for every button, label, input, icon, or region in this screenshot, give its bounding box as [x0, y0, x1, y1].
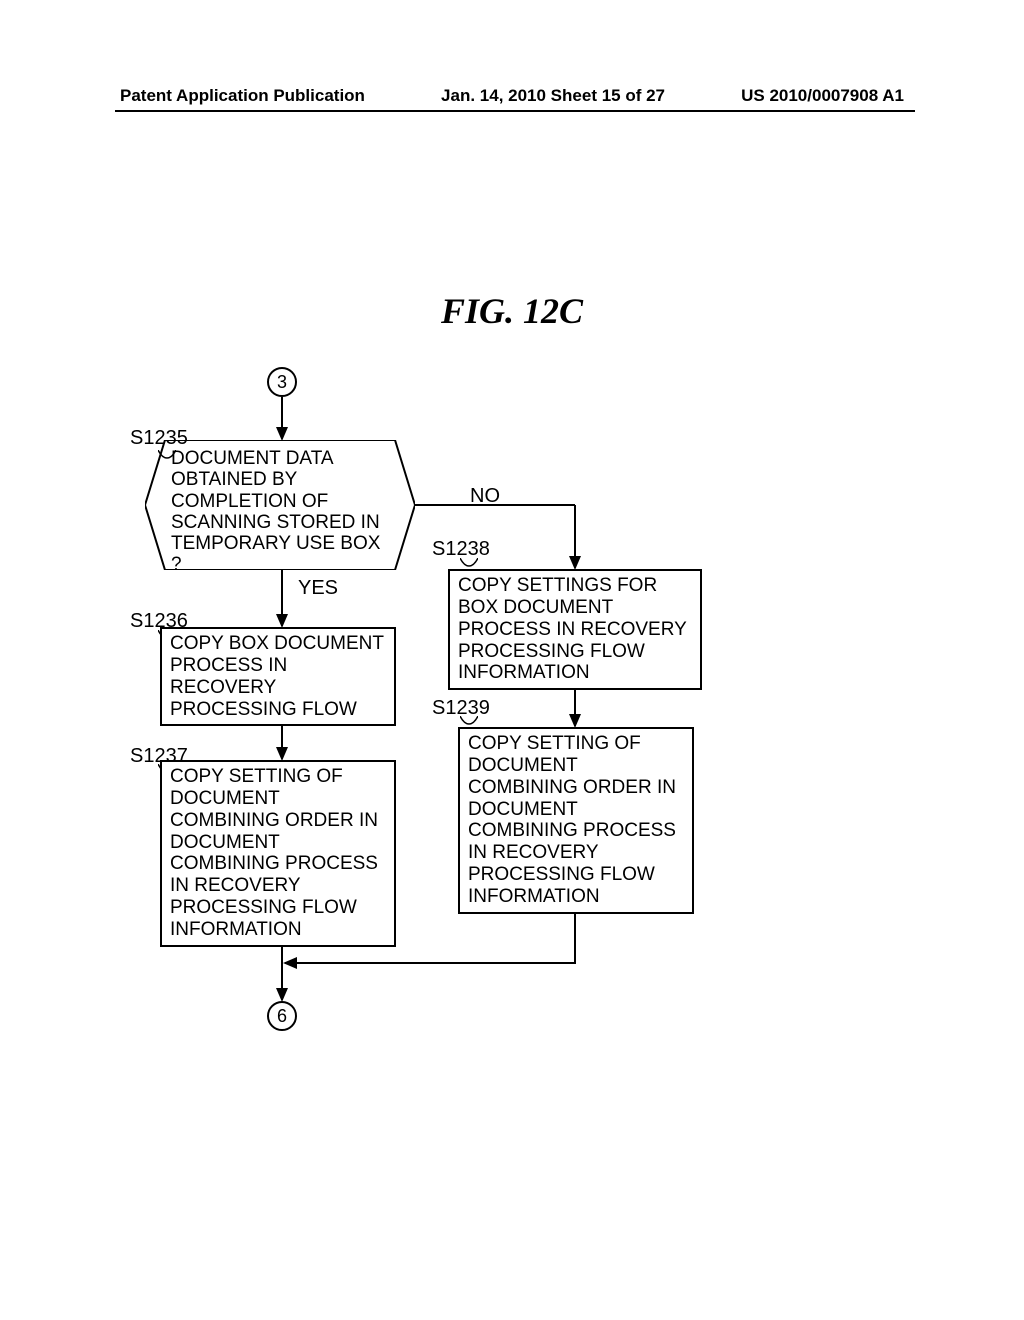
header-left: Patent Application Publication [120, 86, 365, 106]
header-rule [115, 110, 915, 112]
header-right: US 2010/0007908 A1 [741, 86, 904, 106]
box-S1239-text: COPY SETTING OF DOCUMENT COMBINING ORDER… [468, 733, 676, 907]
page-header: Patent Application Publication Jan. 14, … [0, 86, 1024, 106]
tick-S1235 [158, 447, 176, 457]
connector-exit: 6 [267, 1001, 297, 1031]
box-S1237: COPY SETTING OF DOCUMENT COMBINING ORDER… [160, 760, 396, 947]
connector-entry-label: 3 [277, 372, 287, 393]
connector-entry: 3 [267, 367, 297, 397]
figure-title: FIG. 12C [0, 290, 1024, 332]
box-S1238: COPY SETTINGS FOR BOX DOCUMENT PROCESS I… [448, 569, 702, 690]
flowchart: 3 DOCUMENT DATA OBTAINED BY COMPLETION O… [130, 365, 750, 1065]
box-S1236: COPY BOX DOCUMENT PROCESS IN RECOVERY PR… [160, 627, 396, 726]
branch-yes: YES [298, 577, 338, 600]
box-S1238-text: COPY SETTINGS FOR BOX DOCUMENT PROCESS I… [458, 575, 686, 683]
tick-S1239 [460, 713, 478, 723]
box-S1236-text: COPY BOX DOCUMENT PROCESS IN RECOVERY PR… [170, 633, 384, 720]
box-S1239: COPY SETTING OF DOCUMENT COMBINING ORDER… [458, 727, 694, 914]
decision-S1235: DOCUMENT DATA OBTAINED BY COMPLETION OF … [145, 440, 415, 570]
box-S1237-text: COPY SETTING OF DOCUMENT COMBINING ORDER… [170, 766, 378, 940]
header-middle: Jan. 14, 2010 Sheet 15 of 27 [441, 86, 665, 106]
decision-text: DOCUMENT DATA OBTAINED BY COMPLETION OF … [171, 448, 395, 576]
tick-S1238 [460, 555, 478, 565]
branch-no: NO [470, 485, 500, 508]
connector-exit-label: 6 [277, 1006, 287, 1027]
